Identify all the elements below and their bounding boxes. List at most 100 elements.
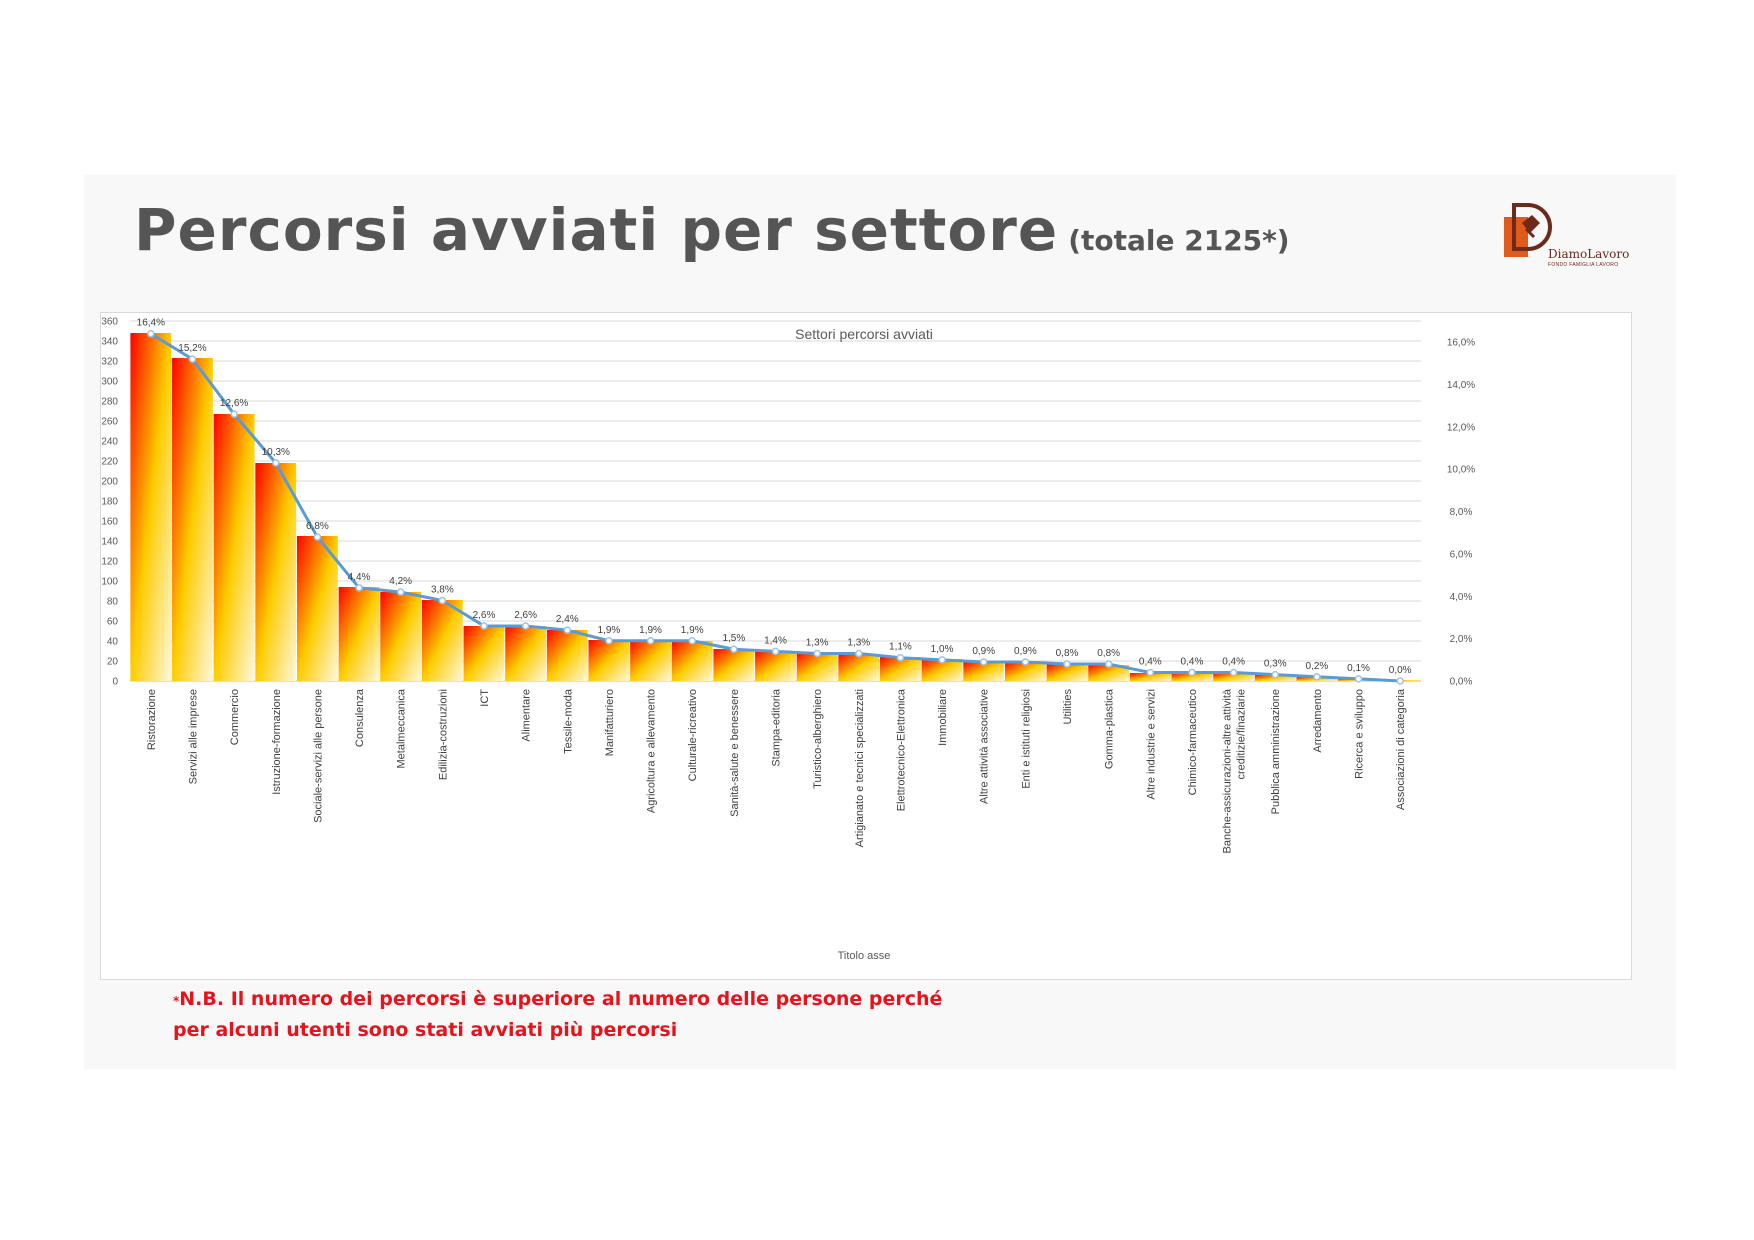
y-tick-label: 240 — [101, 437, 118, 448]
line-marker — [855, 649, 863, 658]
svg-text:Sociale-servizi alle persone: Sociale-servizi alle persone — [312, 689, 324, 823]
logo-name: DiamoLavoro — [1548, 247, 1630, 261]
data-label: 4,2% — [389, 576, 412, 587]
y-tick-label: 280 — [101, 397, 118, 408]
y2-tick-label: 0,0% — [1450, 677, 1473, 688]
percentage-line-path — [150, 332, 1401, 683]
data-labels: 16,4% 15,2% 12,6% 10,3% 6,8% 4,4% 4,2% 3,8% 2,6%… — [137, 318, 1412, 676]
bar — [671, 641, 713, 681]
bar — [796, 653, 838, 681]
data-label: 0,3% — [1264, 659, 1287, 670]
bar — [921, 659, 963, 681]
svg-text:Utilities: Utilities — [1062, 689, 1074, 725]
bar — [713, 649, 755, 681]
line-marker — [1396, 677, 1404, 685]
bar — [505, 626, 547, 681]
logo-mark-icon — [1504, 203, 1552, 257]
bar — [838, 654, 880, 681]
chart-title: Settori percorsi avviati — [795, 326, 933, 342]
bar — [213, 414, 255, 681]
bar — [463, 626, 505, 681]
line-marker — [1104, 660, 1113, 668]
data-label: 2,4% — [556, 614, 579, 625]
line-marker — [188, 355, 197, 363]
footnote-line-1: *N.B. Il numero dei percorsi è superiore… — [173, 985, 942, 1016]
svg-text:Gomma-plastica: Gomma-plastica — [1104, 688, 1116, 769]
y2-tick-label: 6,0% — [1450, 549, 1473, 560]
svg-text:Pubblica amministrazione: Pubblica amministrazione — [1270, 689, 1282, 814]
bar — [1171, 673, 1213, 681]
x-tick-label: Ristorazione — [146, 689, 158, 750]
svg-text:Ricerca e sviluppo: Ricerca e sviluppo — [1354, 689, 1366, 779]
data-label: 0,0% — [1389, 665, 1412, 676]
page-title: Percorsi avviati per settore (totale 2125… — [134, 196, 1290, 264]
data-label: 4,4% — [348, 572, 371, 583]
data-label: 3,8% — [431, 585, 454, 596]
y-tick-label: 100 — [101, 577, 118, 588]
x-tick-label: Altre attività associative — [979, 689, 991, 804]
x-tick-label: Turistico-alberghiero — [812, 689, 824, 789]
bar — [1046, 664, 1088, 681]
line-marker — [1354, 675, 1363, 683]
line-marker — [1021, 658, 1030, 666]
y-tick-label: 20 — [107, 657, 119, 668]
y-tick-label: 160 — [101, 517, 118, 528]
bar — [380, 592, 422, 681]
bar — [1004, 662, 1046, 681]
line-marker — [730, 645, 738, 653]
bar — [1129, 673, 1171, 681]
svg-text:Enti e istituti religiosi: Enti e istituti religiosi — [1020, 689, 1032, 789]
bar — [546, 630, 588, 681]
line-marker — [938, 656, 946, 664]
svg-text:Culturale-ricreativo: Culturale-ricreativo — [687, 689, 699, 781]
bar — [172, 358, 213, 681]
line-marker — [438, 596, 447, 605]
sector-chart: 0 20 40 60 80 100 120 140 160 180 200 220 240 260 280 3… — [101, 317, 1475, 963]
data-label: 1,9% — [598, 625, 621, 636]
line-marker — [230, 410, 238, 418]
line-marker — [605, 637, 613, 645]
line-marker — [1271, 670, 1279, 679]
data-label: 1,5% — [722, 633, 745, 644]
x-tick-label: Tessile-moda — [562, 688, 574, 754]
line-marker — [313, 533, 322, 541]
x-tick-label: Sociale-servizi alle persone — [312, 689, 324, 823]
svg-text:Tessile-moda: Tessile-moda — [562, 688, 574, 754]
line-marker — [896, 653, 905, 662]
percentage-line — [147, 329, 1404, 685]
svg-text:Turistico-alberghiero: Turistico-alberghiero — [812, 689, 824, 789]
line-marker — [1146, 668, 1155, 677]
bar — [255, 463, 297, 681]
data-label: 0,2% — [1305, 661, 1328, 672]
svg-text:creditizie/finaziarie: creditizie/finaziarie — [1236, 689, 1248, 779]
svg-text:Agricoltura e allevamento: Agricoltura e allevamento — [646, 689, 658, 813]
svg-text:Stampa-editoria: Stampa-editoria — [771, 688, 783, 767]
data-label: 0,1% — [1347, 663, 1370, 674]
svg-text:Commercio: Commercio — [229, 689, 241, 745]
bar — [421, 600, 463, 681]
data-label: 0,4% — [1222, 657, 1245, 668]
line-marker — [979, 658, 988, 666]
footnote-marker: * — [173, 994, 180, 1008]
x-tick-label: Istruzione-formazione — [271, 689, 283, 795]
logo-tagline: FONDO FAMIGLIA LAVORO — [1548, 262, 1619, 268]
y-tick-label: 40 — [107, 637, 119, 648]
x-tick-label: Immobiliare — [937, 689, 949, 746]
y-tick-label: 320 — [101, 357, 118, 368]
data-label: 1,0% — [931, 644, 954, 655]
y2-tick-label: 4,0% — [1450, 592, 1473, 603]
data-label: 1,3% — [806, 637, 829, 648]
svg-text:Banche-assicurazioni-altre att: Banche-assicurazioni-altre attività — [1222, 688, 1234, 853]
footnote-line-2: per alcuni utenti sono stati avviati più… — [173, 1019, 678, 1041]
bar — [338, 587, 380, 681]
bar — [1213, 673, 1255, 681]
svg-text:Manifatturiero: Manifatturiero — [604, 689, 616, 756]
x-tick-label: Servizi alle imprese — [187, 689, 199, 784]
svg-text:Associazioni di categoria: Associazioni di categoria — [1395, 688, 1407, 810]
line-marker — [521, 622, 530, 630]
svg-text:Ristorazione: Ristorazione — [146, 689, 158, 750]
line-marker — [646, 637, 655, 645]
x-tick-label: Agricoltura e allevamento — [646, 689, 658, 813]
bars — [130, 333, 1421, 681]
bar — [630, 640, 671, 681]
